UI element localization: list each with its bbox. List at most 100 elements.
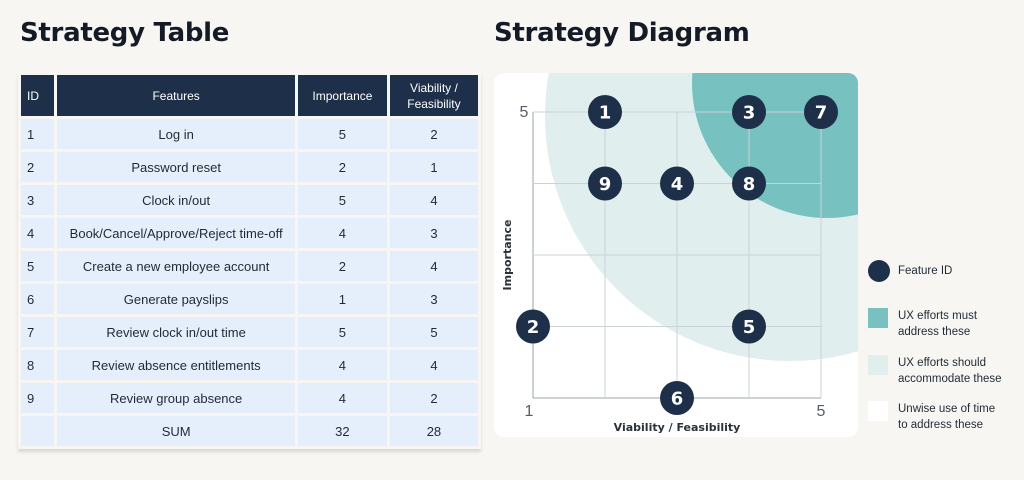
cell-id: 1 — [21, 119, 55, 149]
y-max-label: 5 — [520, 104, 529, 121]
unwise-swatch — [868, 401, 888, 421]
should-swatch — [868, 355, 888, 375]
cell-importance: 5 — [297, 185, 387, 215]
legend-label: Unwise use of time to address these — [898, 401, 1022, 433]
legend-line: accommodate these — [898, 373, 1002, 385]
feature-point: 3 — [732, 95, 766, 129]
legend-line: UX efforts should — [898, 357, 987, 369]
x-axis-title: Viability / Feasibility — [614, 421, 741, 434]
feature-point: 4 — [660, 166, 694, 201]
feature-id-label: 4 — [671, 174, 684, 195]
table-title: Strategy Table — [20, 18, 230, 48]
feature-point: 8 — [732, 166, 766, 201]
feature-id-label: 9 — [599, 174, 612, 195]
feature-dot-swatch — [868, 260, 890, 282]
feature-dot — [660, 381, 694, 415]
cell-id: 4 — [21, 218, 55, 248]
x-max-label: 5 — [817, 403, 826, 420]
cell-id: 8 — [21, 350, 55, 380]
table-row: 9 Review group absence 4 2 — [21, 383, 478, 413]
cell-importance: 5 — [297, 317, 387, 347]
cell-viability: 5 — [389, 317, 478, 347]
table-row: 6 Generate payslips 1 3 — [21, 284, 478, 314]
cell-feature: Log in — [57, 119, 295, 149]
feature-dot — [732, 309, 766, 344]
feature-dot — [588, 166, 622, 201]
feature-id-label: 2 — [527, 317, 540, 338]
must-swatch — [868, 308, 888, 328]
cell-id: 7 — [21, 317, 55, 347]
legend-line: address these — [898, 326, 971, 338]
cell-id: 9 — [21, 383, 55, 413]
cell-importance: 4 — [297, 350, 387, 380]
sum-importance: 32 — [297, 416, 387, 446]
cell-viability: 3 — [389, 218, 478, 248]
y-axis-title: Importance — [501, 220, 514, 291]
cell-feature: Review absence entitlements — [57, 350, 295, 380]
cell-viability: 4 — [389, 185, 478, 215]
cell-viability: 2 — [389, 119, 478, 149]
feature-dot — [732, 95, 766, 129]
legend-label: Feature ID — [898, 265, 953, 277]
cell-viability: 4 — [389, 350, 478, 380]
header-viability-line1: Viability / — [410, 80, 458, 95]
table-header-row: ID Features Importance Viability / Feasi… — [21, 75, 478, 116]
feature-dot — [804, 95, 838, 129]
feature-point: 6 — [660, 381, 694, 415]
cell-importance: 1 — [297, 284, 387, 314]
cell-feature: Generate payslips — [57, 284, 295, 314]
table-row: 4 Book/Cancel/Approve/Reject time-off 4 … — [21, 218, 478, 248]
cell-feature: Review group absence — [57, 383, 295, 413]
strategy-diagram: 5 1 5 Viability / Feasibility Importance… — [494, 73, 858, 437]
cell-feature: Create a new employee account — [57, 251, 295, 281]
table-row: 5 Create a new employee account 2 4 — [21, 251, 478, 281]
header-viability-line2: Feasibility — [407, 96, 461, 111]
table-sum-row: SUM 32 28 — [21, 416, 478, 446]
table-row: 1 Log in 5 2 — [21, 119, 478, 149]
feature-id-label: 6 — [671, 389, 684, 410]
cell-viability: 4 — [389, 251, 478, 281]
feature-point: 2 — [516, 309, 550, 344]
feature-point: 9 — [588, 166, 622, 201]
sum-label: SUM — [57, 416, 295, 446]
table-row: 8 Review absence entitlements 4 4 — [21, 350, 478, 380]
cell-id: 3 — [21, 185, 55, 215]
cell-importance: 2 — [297, 251, 387, 281]
cell-feature: Book/Cancel/Approve/Reject time-off — [57, 218, 295, 248]
strategy-table: ID Features Importance Viability / Feasi… — [18, 72, 481, 449]
legend-line: Unwise use of time — [898, 403, 996, 415]
cell-id: 2 — [21, 152, 55, 182]
feature-point: 5 — [732, 309, 766, 344]
feature-points: 1 2 3 4 5 6 7 8 9 — [516, 95, 838, 415]
legend-line: UX efforts must — [898, 310, 978, 322]
cell-id: 6 — [21, 284, 55, 314]
cell-id: 5 — [21, 251, 55, 281]
legend-line: to address these — [898, 419, 984, 431]
table-row: 2 Password reset 2 1 — [21, 152, 478, 182]
legend-label: UX efforts must address these — [898, 308, 1022, 340]
cell-importance: 2 — [297, 152, 387, 182]
feature-dot — [588, 95, 622, 129]
x-min-label: 1 — [525, 403, 534, 420]
feature-id-label: 3 — [743, 103, 756, 124]
cell-viability: 3 — [389, 284, 478, 314]
feature-dot — [516, 309, 550, 344]
sum-cell-id — [21, 416, 55, 446]
diagram-title: Strategy Diagram — [494, 18, 750, 48]
header-id: ID — [21, 75, 55, 116]
sum-viability: 28 — [389, 416, 478, 446]
feature-dot — [660, 166, 694, 201]
feature-id-label: 5 — [743, 317, 756, 338]
feature-point: 1 — [588, 95, 622, 129]
header-importance: Importance — [297, 75, 387, 116]
header-features: Features — [57, 75, 295, 116]
feature-id-label: 1 — [599, 103, 612, 124]
table-row: 7 Review clock in/out time 5 5 — [21, 317, 478, 347]
legend-label: UX efforts should accommodate these — [898, 355, 1022, 387]
cell-viability: 2 — [389, 383, 478, 413]
feature-id-label: 8 — [743, 174, 756, 195]
cell-viability: 1 — [389, 152, 478, 182]
cell-feature: Password reset — [57, 152, 295, 182]
feature-id-label: 7 — [815, 103, 828, 124]
cell-importance: 5 — [297, 119, 387, 149]
